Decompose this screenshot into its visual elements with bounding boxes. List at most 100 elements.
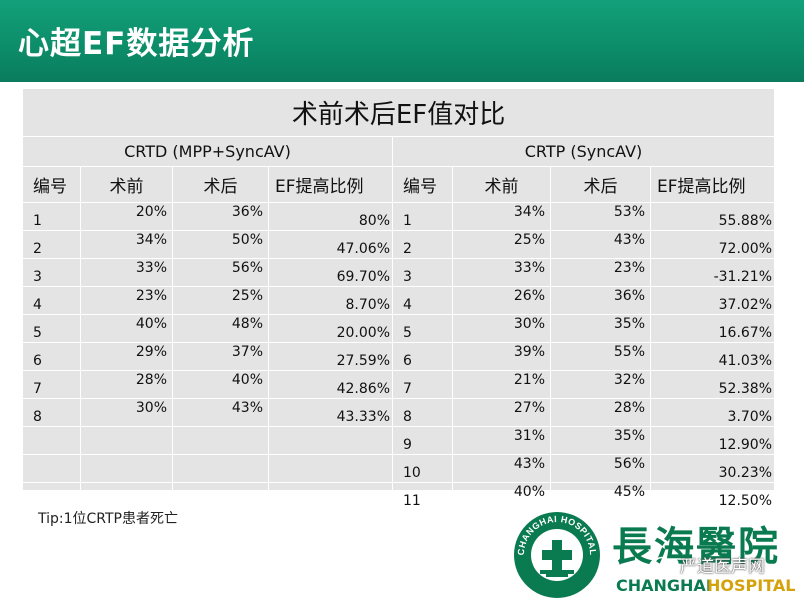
cell-id: 7 — [22, 370, 81, 399]
cell-post-ef: 56% — [550, 454, 651, 483]
cell-pre-ef: 26% — [452, 286, 551, 315]
column-header-row: 编号 术前 术后 EF提高比例 编号 术前 术后 EF提高比例 — [22, 166, 776, 203]
column-header-post: 术后 — [550, 166, 651, 203]
cell-post-ef — [172, 426, 269, 455]
cell-ef-ratio: 47.06% — [268, 230, 393, 259]
column-header-pre: 术前 — [452, 166, 551, 203]
hospital-name-english-1: CHANGHAI — [616, 576, 712, 595]
cell-id: 2 — [22, 230, 81, 259]
cell-post-ef: 56% — [172, 258, 269, 287]
group-header-crtd: CRTD (MPP+SyncAV) — [22, 136, 393, 167]
hospital-logo-icon: CHANGHAI HOSPITAL — [514, 512, 600, 598]
cell-ef-ratio: -31.21% — [649, 258, 776, 287]
cell-post-ef: 43% — [550, 230, 651, 259]
cell-post-ef — [172, 454, 269, 483]
cell-pre-ef: 20% — [80, 202, 173, 231]
hospital-name-chinese: 長海醫院 — [612, 523, 780, 570]
cell-pre-ef: 29% — [80, 342, 173, 371]
cell-pre-ef: 23% — [80, 286, 173, 315]
cell-ef-ratio — [268, 482, 393, 511]
cell-ef-ratio: 43.33% — [268, 398, 393, 427]
cell-pre-ef: 27% — [452, 398, 551, 427]
cell-pre-ef: 21% — [452, 370, 551, 399]
cell-pre-ef: 40% — [452, 482, 551, 511]
cell-ef-ratio: 42.86% — [268, 370, 393, 399]
cell-ef-ratio: 12.50% — [649, 482, 776, 511]
table-row: 3 33% 56% 69.70% 3 33% 23% -31.21% — [22, 258, 776, 287]
cell-post-ef: 43% — [172, 398, 269, 427]
cell-pre-ef: 33% — [80, 258, 173, 287]
cell-id: 3 — [22, 258, 81, 287]
cell-pre-ef: 39% — [452, 342, 551, 371]
cell-post-ef: 35% — [550, 426, 651, 455]
slide-title: 心超EF数据分析 — [18, 26, 255, 62]
cell-id: 7 — [392, 370, 453, 399]
cell-pre-ef: 40% — [80, 314, 173, 343]
cell-id — [22, 426, 81, 455]
cell-pre-ef: 28% — [80, 370, 173, 399]
table-row: 6 29% 37% 27.59% 6 39% 55% 41.03% — [22, 342, 776, 371]
column-header-ef-ratio: EF提高比例 — [649, 166, 776, 203]
cell-pre-ef — [80, 454, 173, 483]
cell-post-ef — [172, 482, 269, 511]
ef-comparison-table-container: 术前术后EF值对比 CRTD (MPP+SyncAV) CRTP (SyncAV… — [21, 88, 776, 511]
column-header-id: 编号 — [392, 166, 453, 203]
cell-id — [22, 482, 81, 511]
cell-post-ef: 36% — [172, 202, 269, 231]
table-row: 2 34% 50% 47.06% 2 25% 43% 72.00% — [22, 230, 776, 259]
cell-pre-ef: 25% — [452, 230, 551, 259]
cell-pre-ef: 34% — [452, 202, 551, 231]
cell-id: 6 — [22, 342, 81, 371]
cell-id: 3 — [392, 258, 453, 287]
table-row: 9 31% 35% 12.90% — [22, 426, 776, 455]
cell-pre-ef — [80, 426, 173, 455]
cell-id: 4 — [392, 286, 453, 315]
cell-id — [22, 454, 81, 483]
cell-id: 8 — [392, 398, 453, 427]
cell-ef-ratio: 69.70% — [268, 258, 393, 287]
table-row: 10 43% 56% 30.23% — [22, 454, 776, 483]
cell-id: 9 — [392, 426, 453, 455]
cell-id: 6 — [392, 342, 453, 371]
column-header-ef-ratio: EF提高比例 — [268, 166, 393, 203]
column-header-pre: 术前 — [80, 166, 173, 203]
cell-pre-ef: 34% — [80, 230, 173, 259]
table-row: 7 28% 40% 42.86% 7 21% 32% 52.38% — [22, 370, 776, 399]
cell-id: 1 — [392, 202, 453, 231]
cell-post-ef: 25% — [172, 286, 269, 315]
cell-ef-ratio: 27.59% — [268, 342, 393, 371]
cell-post-ef: 32% — [550, 370, 651, 399]
cell-post-ef: 28% — [550, 398, 651, 427]
hospital-name-english-2: HOSPITAL — [707, 576, 796, 595]
cell-ef-ratio: 72.00% — [649, 230, 776, 259]
group-header-crtp: CRTP (SyncAV) — [391, 136, 776, 167]
cell-post-ef: 55% — [550, 342, 651, 371]
cell-ef-ratio: 80% — [268, 202, 393, 231]
cell-ef-ratio: 30.23% — [649, 454, 776, 483]
cell-id: 10 — [392, 454, 453, 483]
cell-pre-ef: 31% — [452, 426, 551, 455]
cell-post-ef: 23% — [550, 258, 651, 287]
column-header-id: 编号 — [22, 166, 81, 203]
cell-pre-ef: 30% — [452, 314, 551, 343]
cell-post-ef: 53% — [550, 202, 651, 231]
cell-ef-ratio: 41.03% — [649, 342, 776, 371]
cell-ef-ratio: 55.88% — [649, 202, 776, 231]
cell-pre-ef — [80, 482, 173, 511]
cell-ef-ratio: 16.67% — [649, 314, 776, 343]
cell-ef-ratio: 20.00% — [268, 314, 393, 343]
cell-post-ef: 37% — [172, 342, 269, 371]
cell-ef-ratio — [268, 454, 393, 483]
watermark-text: 严道医声网 — [680, 557, 765, 577]
table-row: 4 23% 25% 8.70% 4 26% 36% 37.02% — [22, 286, 776, 315]
table-row: 1 20% 36% 80% 1 34% 53% 55.88% — [22, 202, 776, 231]
cell-ef-ratio: 52.38% — [649, 370, 776, 399]
cell-pre-ef: 30% — [80, 398, 173, 427]
table-row: 11 40% 45% 12.50% — [22, 482, 776, 511]
slide-header: 心超EF数据分析 — [0, 0, 804, 82]
cell-post-ef: 48% — [172, 314, 269, 343]
cell-post-ef: 35% — [550, 314, 651, 343]
table-title: 术前术后EF值对比 — [21, 88, 776, 137]
cell-id: 5 — [392, 314, 453, 343]
ef-comparison-table: 术前术后EF值对比 CRTD (MPP+SyncAV) CRTP (SyncAV… — [21, 88, 776, 511]
